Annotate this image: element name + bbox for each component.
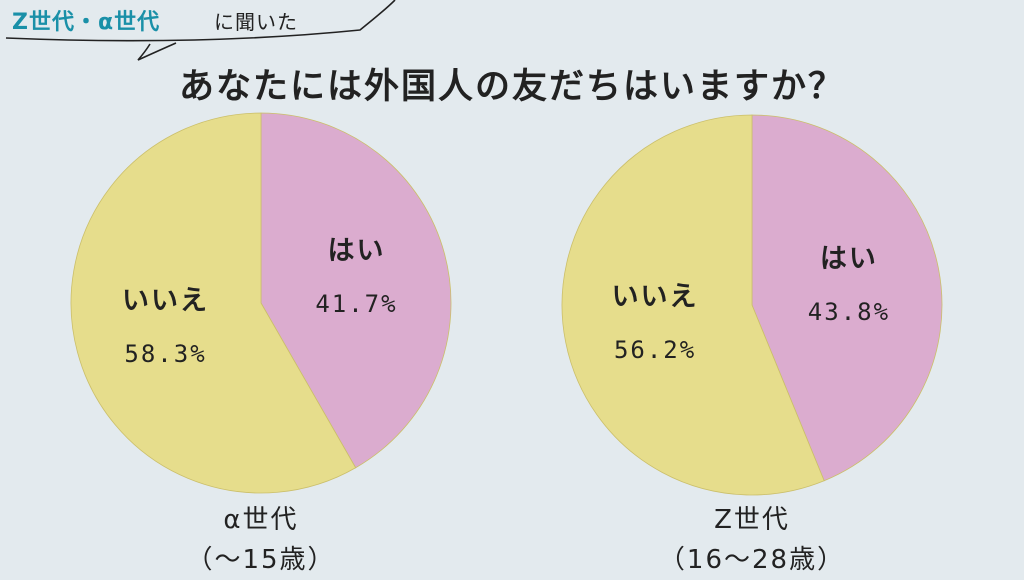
chart-caption-z: Z世代 （16〜28歳） [622, 500, 882, 580]
pie-label-alpha-yes: はい [327, 228, 385, 267]
chart-caption-alpha: α世代 （〜15歳） [131, 500, 391, 580]
pie-value-z-yes: 43.8% [808, 298, 890, 326]
chart-title-z: Z世代 [622, 500, 882, 540]
pie-value-alpha-yes: 41.7% [315, 290, 397, 318]
chart-subtitle-z: （16〜28歳） [622, 540, 882, 580]
pie-value-z-no: 56.2% [614, 336, 696, 364]
chart-title-alpha: α世代 [131, 500, 391, 540]
chart-subtitle-alpha: （〜15歳） [131, 540, 391, 580]
pie-value-alpha-no: 58.3% [124, 340, 206, 368]
pie-label-z-yes: はい [820, 236, 878, 275]
pie-label-alpha-no: いいえ [122, 279, 209, 318]
pie-label-z-no: いいえ [612, 275, 699, 314]
